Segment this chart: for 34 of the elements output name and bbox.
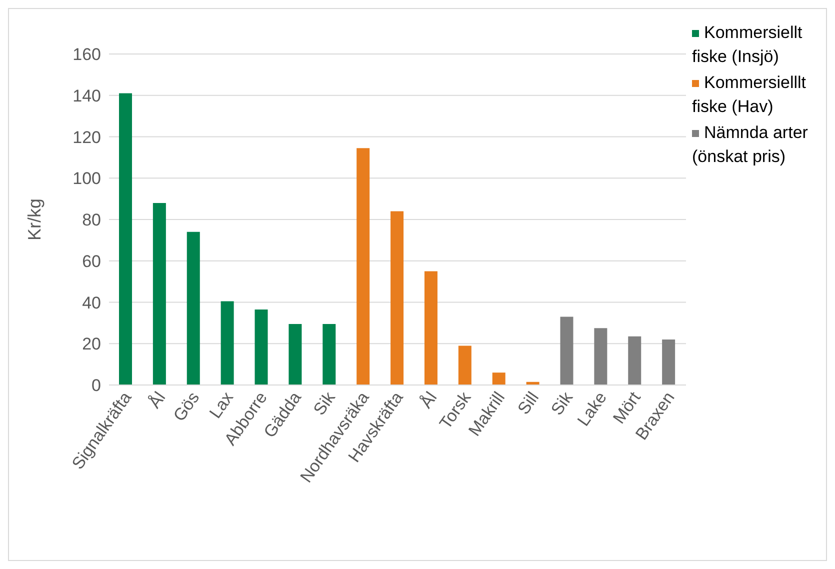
y-tick-label: 60: [82, 252, 101, 271]
bar: [424, 271, 438, 385]
y-tick-label: 80: [82, 210, 101, 230]
legend-label: Kommersielllt fiske (Hav): [692, 73, 806, 116]
bar: [186, 232, 200, 385]
x-tick-label: Ål: [144, 388, 170, 412]
y-tick-label: 120: [72, 128, 101, 147]
y-tick-label: 40: [82, 293, 101, 312]
y-tick-label: 20: [82, 334, 101, 354]
y-tick-label: 100: [72, 169, 101, 188]
bar: [152, 202, 166, 385]
bar: [288, 324, 302, 385]
bar: [390, 211, 404, 385]
bar: [220, 301, 234, 385]
bar: [458, 346, 472, 385]
y-tick-label: 0: [92, 376, 101, 396]
x-tick-label: Sill: [514, 388, 543, 418]
y-tick-label: 160: [72, 45, 101, 64]
bar: [322, 324, 336, 385]
bar: [119, 93, 132, 385]
bar: [594, 328, 608, 385]
x-tick-label: Sik: [547, 388, 577, 419]
legend-label: Kommersiellt fiske (Insjö): [692, 23, 802, 66]
bar: [492, 372, 506, 385]
bar: [356, 148, 370, 385]
bar: [628, 336, 642, 385]
y-tick-label: 140: [72, 86, 101, 106]
bar: [254, 309, 268, 385]
y-axis-title: Kr/kg: [24, 198, 44, 241]
x-tick-label: Ål: [416, 388, 441, 412]
bar: [662, 339, 676, 385]
bar: [560, 316, 574, 385]
x-tick-label: Gös: [170, 388, 204, 425]
legend-label: Nämnda arter (önskat pris): [692, 123, 808, 166]
